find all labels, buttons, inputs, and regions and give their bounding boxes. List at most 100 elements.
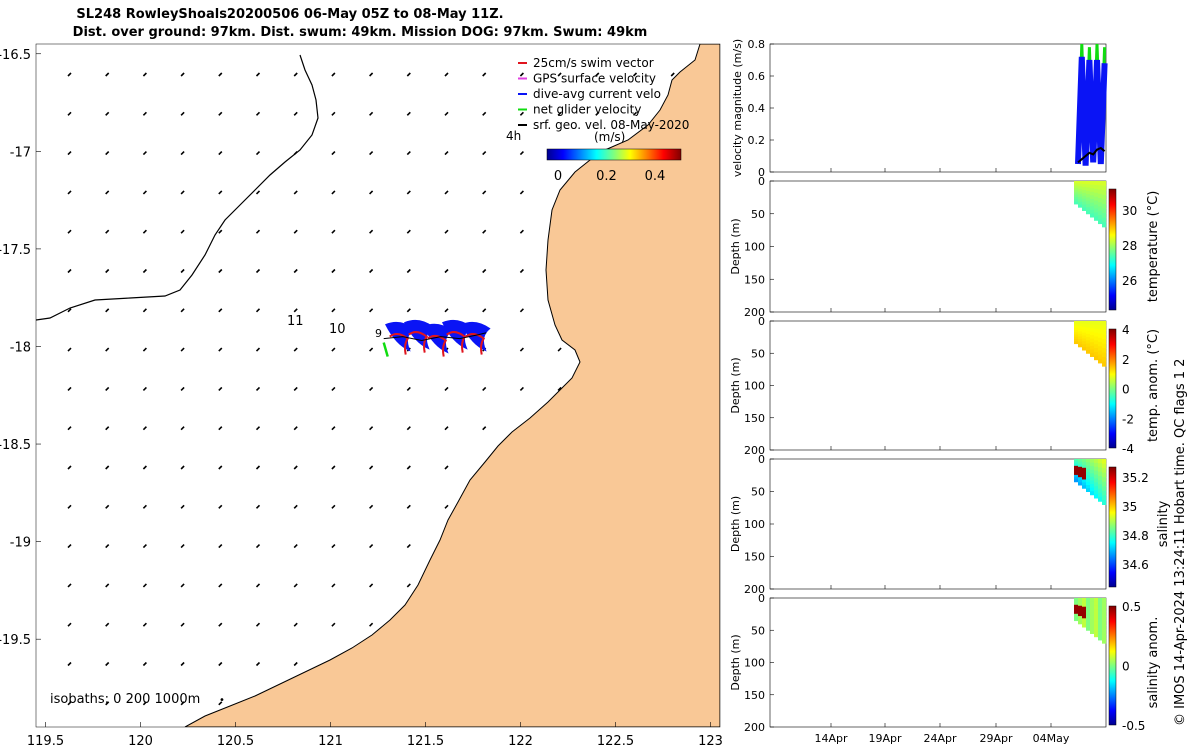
heatmap-cell [1102,634,1107,640]
heatmap-cell [1090,598,1095,603]
panel-ytick-label: 0 [758,315,765,328]
heatmap-cell [1082,198,1087,203]
heatmap-cell [1102,361,1107,367]
colorbar-tick-label: 0.4 [645,169,666,184]
map-ytick-label: -18 [10,340,31,355]
geo-arrow [142,504,147,509]
heatmap-cell [1094,208,1099,213]
heatmap-cell [1094,474,1099,479]
heatmap-cell [1082,344,1087,348]
swim-vector [408,331,429,353]
panel-ytick-label: 0 [758,592,765,605]
geo-arrow [519,190,524,195]
heatmap-cell [1094,188,1099,194]
geo-arrow [519,268,524,274]
heatmap-cell [1086,200,1091,205]
heatmap-cell [1102,199,1107,205]
heatmap-cell [1098,358,1103,364]
geo-arrow [482,72,487,77]
heatmap-cell [1082,464,1087,469]
heatmap-cell [1082,482,1087,486]
heatmap-cell [1098,354,1103,360]
heatmap-cell [1090,626,1095,631]
heatmap-cell [1102,629,1107,635]
heatmap-cell [1098,321,1103,326]
heatmap-cell [1082,186,1087,191]
heatmap-cell [1074,609,1079,613]
heatmap-cell [1074,477,1079,480]
geo-arrow [218,583,223,588]
heatmap-cell [1082,467,1087,472]
geo-arrow [595,72,600,77]
geo-arrow [331,111,336,116]
geo-arrow [293,151,298,156]
geo-arrow [142,308,147,313]
heatmap-cell [1090,484,1095,489]
geo-arrow [67,544,72,549]
panel-colorbar-tick: 34.6 [1122,558,1149,572]
heatmap-cell [1094,200,1099,206]
geo-arrow [180,583,185,588]
panel-ytick-label: 50 [751,624,765,637]
geo-arrow [142,111,147,116]
heatmap-cell [1098,337,1103,343]
panel-colorbar-tick: 26 [1122,274,1137,288]
geo-arrow [444,426,449,431]
geo-arrow [406,190,411,195]
heatmap-cell [1094,348,1099,353]
heatmap-cell [1102,463,1107,469]
panel-ytick-label: 200 [744,444,765,457]
geo-arrow [406,111,411,116]
panel-ytick-label: 100 [744,518,765,531]
heatmap-cell [1086,468,1091,473]
heatmap-cell [1086,607,1091,612]
geo-arrow [142,72,147,77]
heatmap-cell [1086,627,1091,631]
geo-arrow [444,465,449,470]
heatmap-cell [1090,491,1095,496]
heatmap-cell [1090,335,1095,340]
geo-arrow [444,308,449,313]
heatmap-cell [1098,181,1103,186]
heatmap-cell [1074,325,1079,329]
geo-arrow [218,465,223,470]
geo-arrow [293,268,298,274]
heatmap-cell [1086,459,1091,463]
legend-label: srf. geo. vel. 08-May-2020 [533,118,689,132]
geo-arrow [557,72,562,77]
panel-ytick-label: 150 [744,551,765,564]
geo-arrow [142,229,147,234]
heatmap-cell [1102,217,1107,223]
heatmap-cell [1094,181,1099,186]
map-ytick-label: -17.5 [0,243,31,258]
geo-arrow [444,111,449,116]
panel-ytick-label: 0.4 [748,102,766,115]
geo-arrow [293,72,298,77]
geo-arrow [406,426,411,431]
heatmap-cell [1098,618,1103,624]
geo-arrow [482,426,487,431]
heatmap-cell [1094,601,1099,607]
geo-arrow [406,72,411,77]
geo-arrow [255,111,261,116]
geo-arrow [519,347,524,352]
geo-arrow [105,504,110,509]
heatmap-cell [1090,213,1095,218]
heatmap-cell [1094,192,1099,198]
geo-arrow [331,190,336,195]
panel-ylabel: velocity magnitude (m/s) [731,39,744,177]
glider-track [382,319,491,357]
geo-arrow [293,544,298,549]
heatmap-cell [1078,323,1083,327]
heatmap-cell [1074,339,1079,342]
geo-arrow [255,72,261,77]
heatmap-cell [1074,201,1079,205]
heatmap-cell [1094,598,1099,603]
geo-arrow [180,426,185,431]
heatmap-cell [1090,601,1095,606]
heatmap-cell [1098,198,1103,203]
heatmap-cell [1102,620,1107,626]
geo-arrow [331,308,336,313]
heatmap-cell [1094,482,1099,487]
heatmap-cell [1074,336,1079,340]
